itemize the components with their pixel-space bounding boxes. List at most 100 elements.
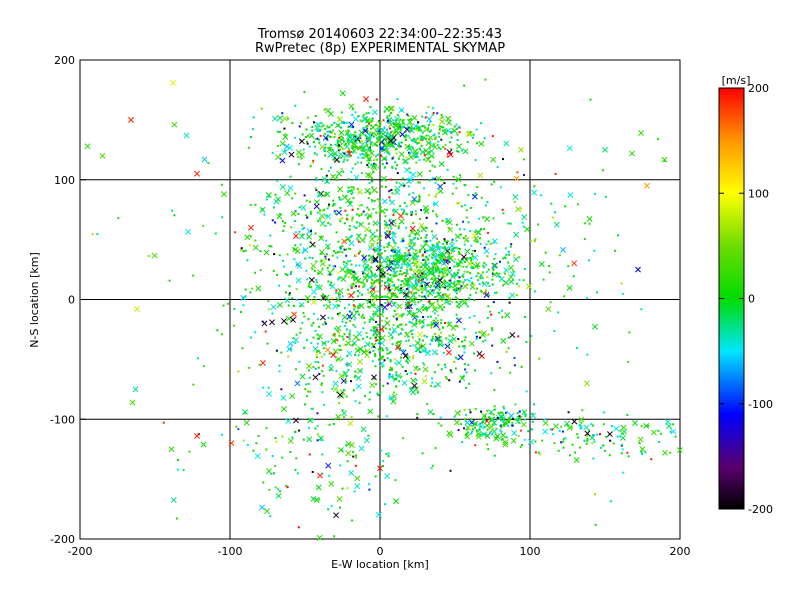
data-point xyxy=(434,306,437,309)
data-point xyxy=(374,326,377,329)
data-point xyxy=(315,189,318,192)
data-point-x-marker xyxy=(290,316,296,323)
data-point xyxy=(576,433,579,436)
data-point xyxy=(351,208,354,211)
data-point xyxy=(462,237,465,240)
data-point xyxy=(594,523,597,526)
data-point xyxy=(347,125,350,128)
data-point xyxy=(374,355,377,358)
data-point xyxy=(376,328,379,331)
data-point-x-marker xyxy=(352,135,359,142)
data-point xyxy=(417,289,420,292)
data-point xyxy=(371,278,374,281)
data-point xyxy=(352,277,355,280)
data-point-x-marker xyxy=(377,465,383,472)
data-point xyxy=(350,286,353,289)
data-point xyxy=(366,143,369,146)
data-point xyxy=(363,237,366,240)
data-point xyxy=(345,375,348,378)
data-point xyxy=(390,293,393,296)
data-point xyxy=(367,305,370,308)
data-point-x-marker xyxy=(330,352,337,358)
data-point xyxy=(312,336,315,339)
data-point xyxy=(387,452,390,455)
data-point-x-marker xyxy=(488,423,495,430)
data-point xyxy=(303,346,306,349)
data-point xyxy=(432,254,435,257)
data-point-x-marker xyxy=(380,130,387,137)
data-point xyxy=(347,268,350,271)
data-point xyxy=(397,261,400,264)
data-point xyxy=(334,212,337,215)
data-point xyxy=(305,269,308,272)
data-point xyxy=(448,334,451,337)
data-point xyxy=(386,263,389,266)
data-point xyxy=(440,113,443,116)
data-point-x-marker xyxy=(427,290,434,297)
data-point xyxy=(446,300,449,303)
data-point xyxy=(474,249,477,252)
data-point-x-marker xyxy=(395,342,402,349)
data-point xyxy=(358,401,361,404)
data-point xyxy=(424,276,427,279)
data-point xyxy=(502,158,505,161)
data-point-x-marker xyxy=(369,236,376,243)
data-point xyxy=(389,297,392,300)
data-point xyxy=(336,304,339,307)
data-point xyxy=(303,249,306,252)
data-point xyxy=(332,199,335,202)
data-point-x-marker xyxy=(503,267,510,274)
data-point xyxy=(328,423,331,426)
data-point-x-marker xyxy=(387,137,394,144)
data-point-x-marker xyxy=(394,115,401,122)
data-point xyxy=(415,291,418,294)
data-point-x-marker xyxy=(408,387,415,394)
data-point xyxy=(415,308,418,311)
data-point xyxy=(672,423,675,426)
data-point xyxy=(298,230,301,233)
data-point-x-marker xyxy=(670,428,677,435)
data-point-x-marker xyxy=(426,116,433,123)
data-point xyxy=(347,178,350,181)
data-point xyxy=(410,212,413,215)
data-point xyxy=(343,307,346,310)
data-point xyxy=(458,201,461,204)
data-point xyxy=(366,266,369,269)
data-point xyxy=(322,374,325,377)
data-point xyxy=(360,281,363,284)
data-point xyxy=(398,250,401,253)
data-point xyxy=(338,402,341,405)
data-point-x-marker xyxy=(339,266,346,273)
data-point xyxy=(389,225,392,228)
data-point xyxy=(476,279,479,282)
data-point xyxy=(312,322,315,325)
data-point xyxy=(171,209,174,212)
data-point xyxy=(440,116,443,119)
data-point xyxy=(249,336,252,339)
data-point-x-marker xyxy=(564,420,570,427)
data-point xyxy=(338,218,341,221)
data-point xyxy=(437,132,440,135)
data-point xyxy=(329,284,332,287)
data-point xyxy=(351,167,354,170)
data-point xyxy=(311,257,314,260)
data-point-x-marker xyxy=(381,198,388,205)
data-point xyxy=(383,137,386,140)
data-point xyxy=(423,154,426,157)
data-point-x-marker xyxy=(371,109,378,116)
data-point xyxy=(407,249,410,252)
data-point xyxy=(392,145,395,148)
data-point xyxy=(369,127,372,130)
data-point-x-marker xyxy=(378,326,385,333)
data-point-x-marker xyxy=(447,151,454,158)
data-point-x-marker xyxy=(406,124,413,131)
data-point xyxy=(474,444,477,447)
data-point xyxy=(395,371,398,374)
data-point xyxy=(303,315,306,318)
data-point xyxy=(392,324,395,327)
data-point xyxy=(366,163,369,166)
data-point xyxy=(669,451,672,454)
data-point xyxy=(396,341,399,344)
data-point xyxy=(367,111,370,114)
data-point xyxy=(279,490,282,493)
